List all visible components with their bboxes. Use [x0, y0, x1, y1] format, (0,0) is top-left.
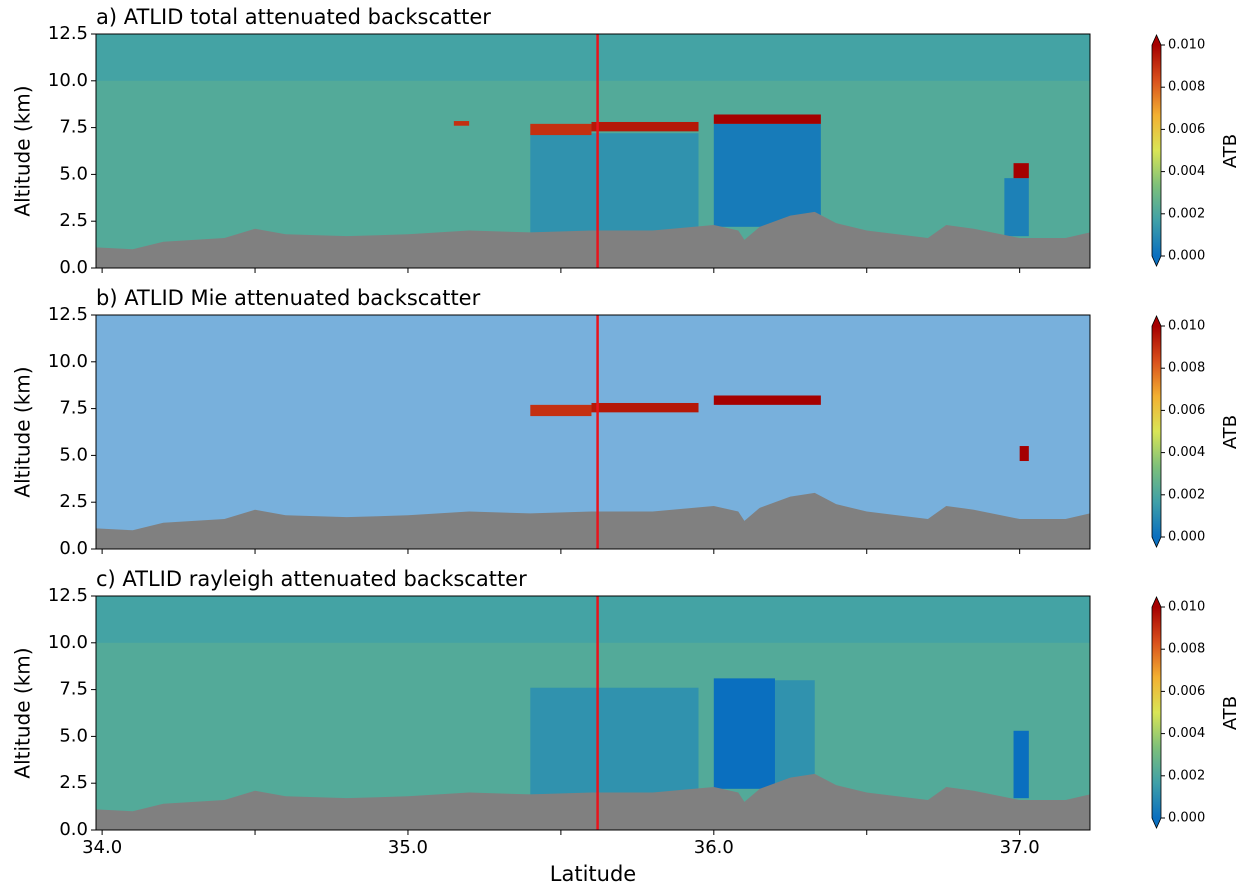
cell	[453, 121, 470, 126]
background-field	[96, 315, 1090, 549]
cell	[96, 596, 1090, 643]
cell	[591, 402, 699, 413]
colorbar-tick-label: 0.010	[1168, 600, 1205, 615]
y-axis-label: Altitude (km)	[11, 85, 35, 216]
colorbar-tick-label: 0.010	[1168, 319, 1205, 334]
cell	[713, 678, 775, 789]
panel-title: a) ATLID total attenuated backscatter	[96, 5, 491, 29]
y-tick-label: 0.0	[59, 538, 88, 559]
colorbar-extend-bottom	[1152, 537, 1161, 547]
panel-title: c) ATLID rayleigh attenuated backscatter	[96, 567, 527, 591]
cell	[774, 680, 815, 784]
y-tick-label: 5.0	[59, 725, 88, 746]
y-tick-label: 7.5	[59, 398, 88, 419]
cell	[1019, 446, 1029, 462]
colorbar-label: ATB	[1220, 415, 1241, 449]
colorbar-label: ATB	[1220, 134, 1241, 168]
cell	[1013, 163, 1029, 179]
colorbar-extend-bottom	[1152, 256, 1161, 266]
colorbar-tick-label: 0.006	[1168, 403, 1205, 418]
colorbar-tick-label: 0.000	[1168, 249, 1205, 264]
cell	[1004, 178, 1029, 237]
colorbar-label: ATB	[1220, 696, 1241, 730]
y-tick-label: 10.0	[48, 351, 88, 372]
colorbar-tick-label: 0.008	[1168, 642, 1205, 657]
colorbar-extend-bottom	[1152, 818, 1161, 828]
colorbar-tick-label: 0.000	[1168, 530, 1205, 545]
axes-frame	[95, 314, 1091, 550]
colorbar-tick-label: 0.004	[1168, 164, 1205, 179]
cell	[530, 133, 699, 233]
plot-area	[96, 315, 1090, 549]
x-tick-label: 35.0	[388, 837, 428, 858]
y-tick-label: 12.5	[48, 585, 88, 606]
y-tick-label: 0.0	[59, 819, 88, 840]
cell	[96, 34, 1090, 81]
colorbar	[1152, 607, 1161, 818]
x-tick-label: 37.0	[1000, 837, 1040, 858]
cell	[713, 114, 821, 124]
colorbar-tick-label: 0.002	[1168, 206, 1205, 221]
colorbar-tick-label: 0.006	[1168, 122, 1205, 137]
colorbar-extend-top	[1152, 35, 1161, 45]
y-tick-label: 12.5	[48, 23, 88, 44]
surface	[96, 211, 1090, 268]
y-tick-label: 10.0	[48, 70, 88, 91]
y-axis-label: Altitude (km)	[11, 366, 35, 497]
colorbar-extend-top	[1152, 597, 1161, 607]
surface	[96, 773, 1090, 830]
y-tick-label: 10.0	[48, 632, 88, 653]
colorbar-tick-label: 0.004	[1168, 726, 1205, 741]
colorbar-tick-label: 0.000	[1168, 811, 1205, 826]
colorbar-tick-label: 0.010	[1168, 38, 1205, 53]
cell	[1013, 730, 1029, 799]
y-tick-label: 7.5	[59, 117, 88, 138]
colorbar-tick-label: 0.004	[1168, 445, 1205, 460]
surface	[96, 492, 1090, 549]
cell	[591, 121, 699, 132]
colorbar-tick-label: 0.006	[1168, 684, 1205, 699]
y-tick-label: 7.5	[59, 679, 88, 700]
colorbar	[1152, 326, 1161, 537]
x-axis-label: Latitude	[550, 862, 636, 886]
x-tick-label: 34.0	[82, 837, 122, 858]
colorbar-extend-top	[1152, 316, 1161, 326]
panel-title: b) ATLID Mie attenuated backscatter	[96, 286, 481, 310]
colorbar-tick-label: 0.008	[1168, 361, 1205, 376]
cell	[530, 687, 699, 795]
cell	[713, 123, 821, 227]
y-tick-label: 2.5	[59, 491, 88, 512]
colorbar-tick-label: 0.008	[1168, 80, 1205, 95]
colorbar-tick-label: 0.002	[1168, 768, 1205, 783]
y-tick-label: 2.5	[59, 772, 88, 793]
y-tick-label: 12.5	[48, 304, 88, 325]
plot-area	[96, 596, 1090, 830]
cell	[713, 395, 821, 405]
colorbar-tick-label: 0.002	[1168, 487, 1205, 502]
axes-frame	[95, 33, 1091, 269]
y-tick-label: 5.0	[59, 163, 88, 184]
y-tick-label: 5.0	[59, 444, 88, 465]
axes-frame	[95, 595, 1091, 831]
cell	[530, 123, 592, 136]
y-axis-label: Altitude (km)	[11, 647, 35, 778]
x-tick-label: 36.0	[694, 837, 734, 858]
y-tick-label: 0.0	[59, 257, 88, 278]
colorbar	[1152, 45, 1161, 256]
y-tick-label: 2.5	[59, 210, 88, 231]
plot-area	[96, 34, 1090, 268]
cell	[530, 404, 592, 417]
